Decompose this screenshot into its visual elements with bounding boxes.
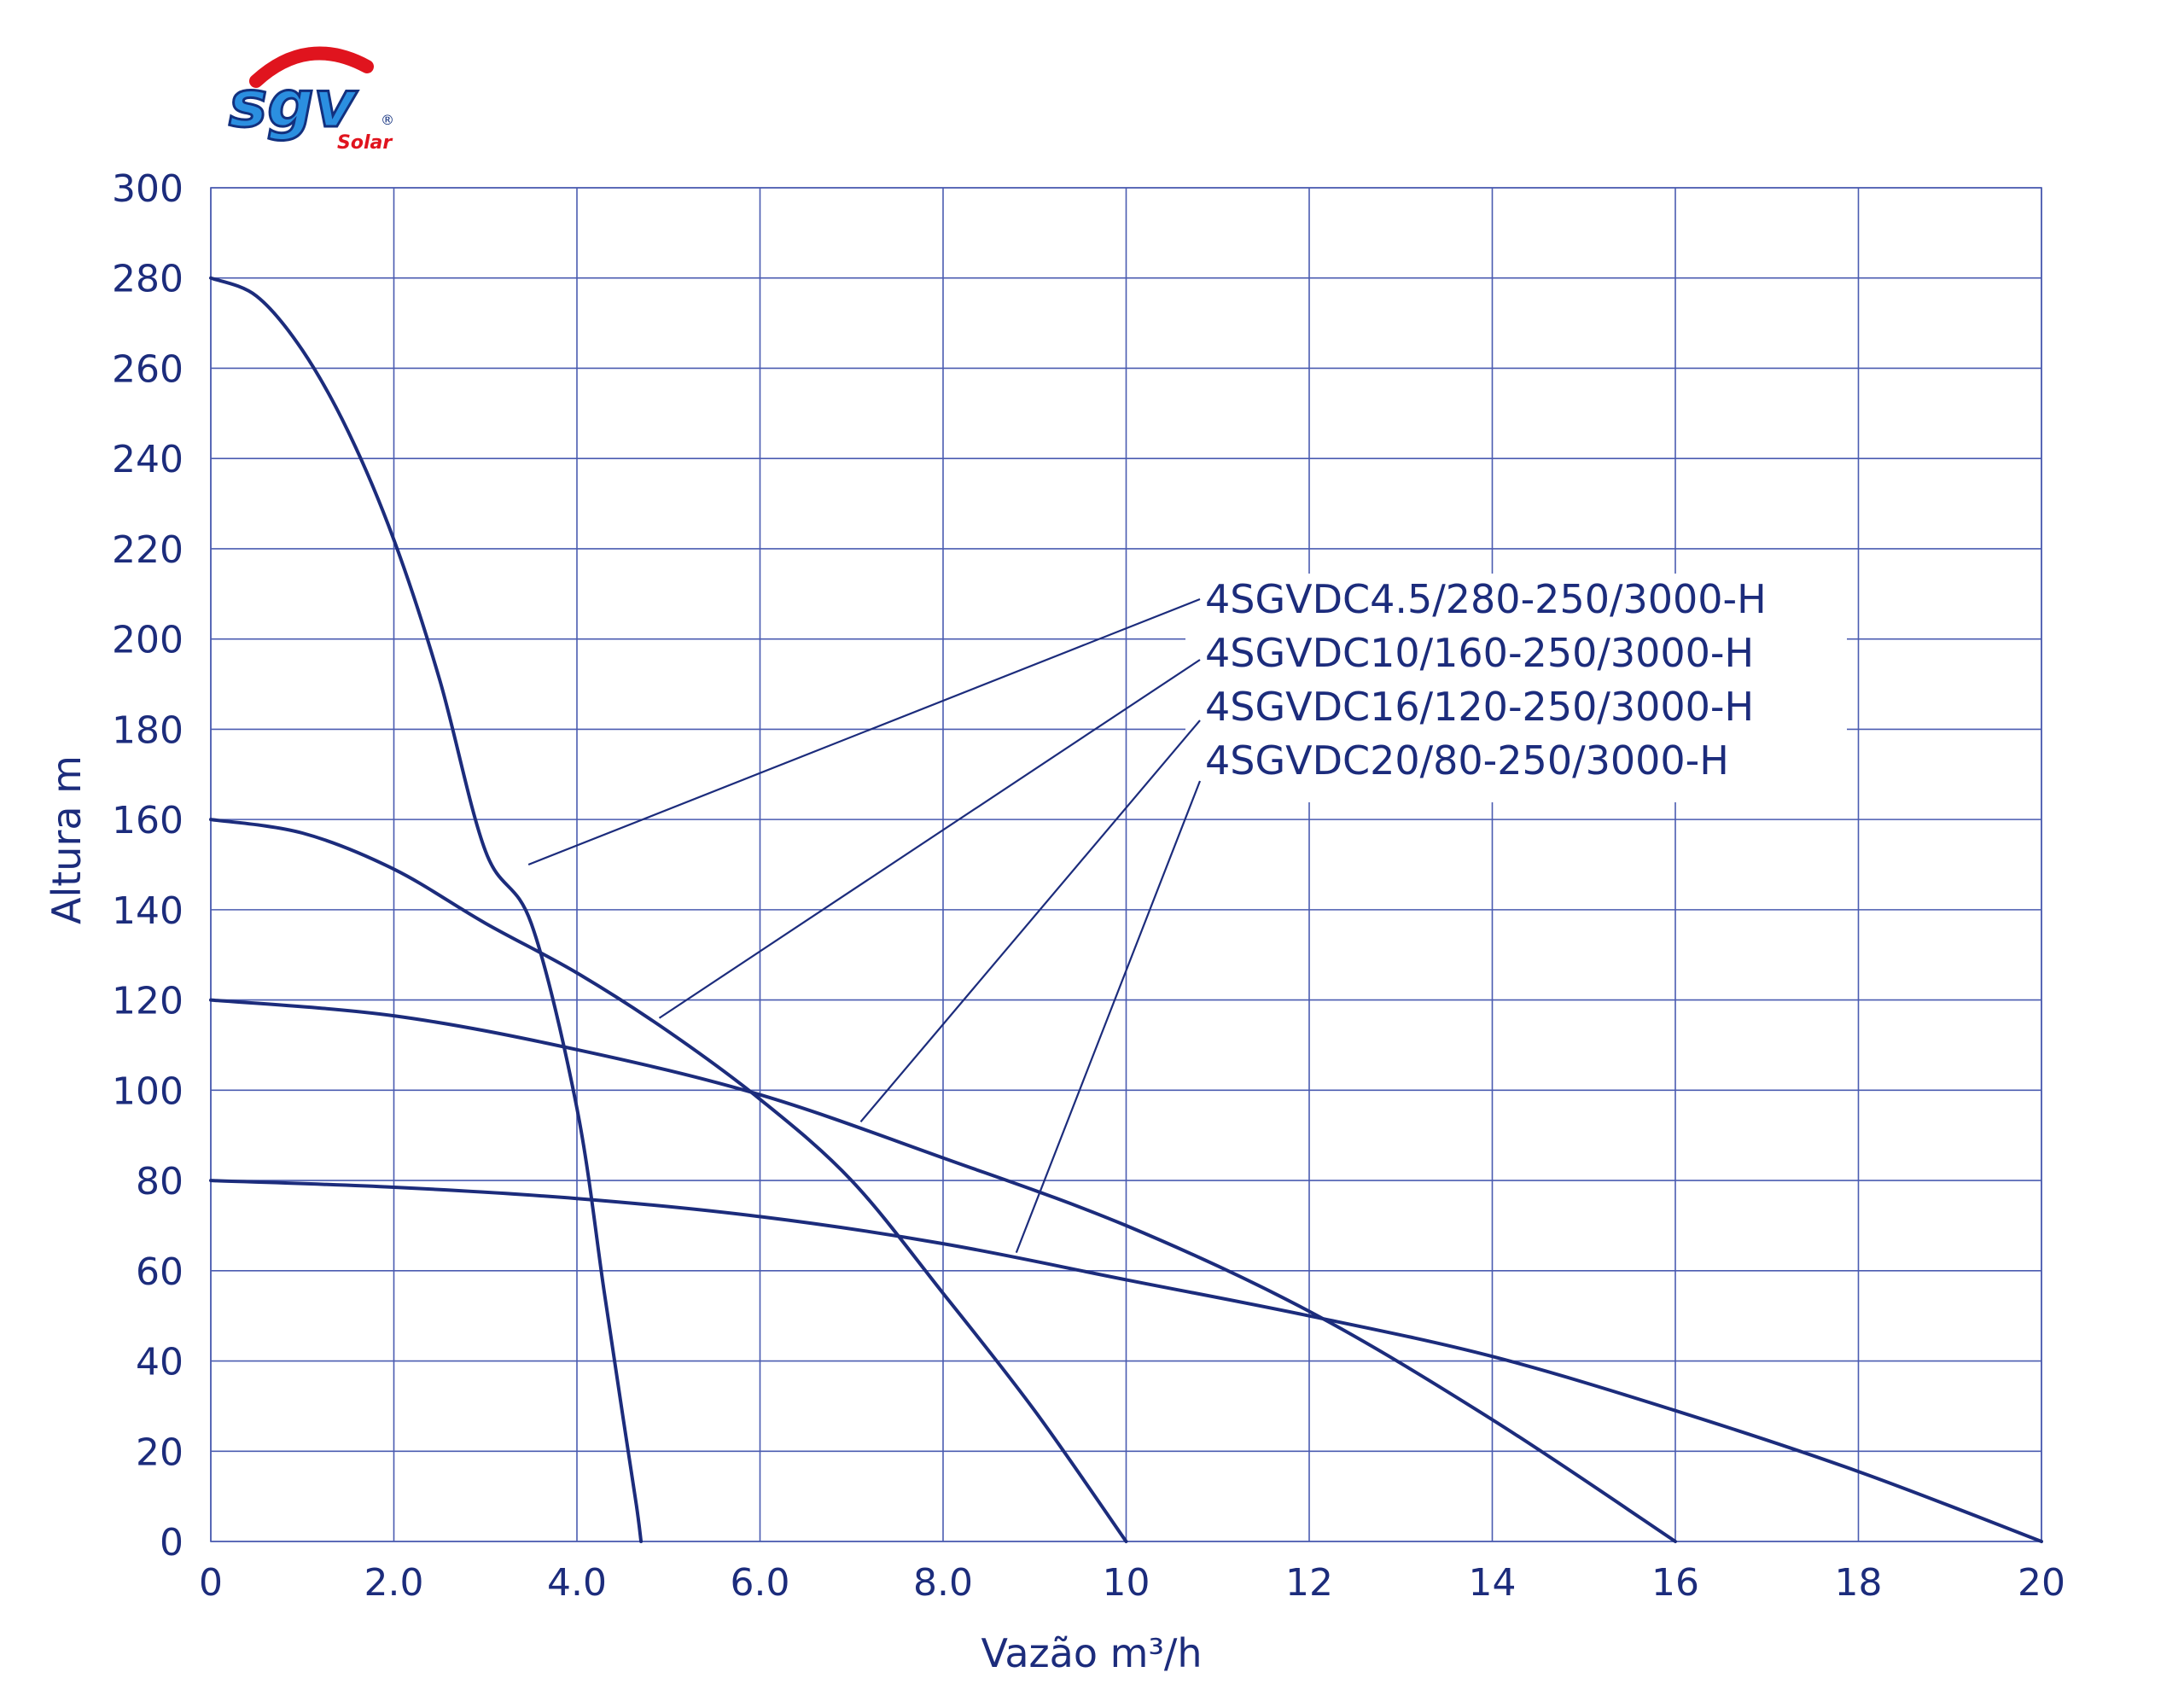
legend-label: 4SGVDC20/80-250/3000-H — [1205, 737, 1729, 784]
series-line-1 — [209, 276, 644, 1543]
x-axis-title: Vazão m³/h — [981, 1630, 1202, 1676]
series-line-4 — [209, 1179, 2043, 1543]
y-tick-label: 140 — [112, 889, 183, 933]
y-axis-title: Altura m — [44, 755, 90, 924]
y-tick-label: 160 — [112, 799, 183, 842]
y-tick-label: 260 — [112, 347, 183, 391]
y-tick-label: 0 — [160, 1521, 183, 1565]
legend-box — [1185, 574, 1847, 802]
x-tick-label: 6.0 — [731, 1561, 790, 1605]
logo-registered-mark: ® — [381, 112, 394, 128]
x-tick-label: 20 — [2018, 1561, 2065, 1605]
y-tick-label: 220 — [112, 528, 183, 572]
sgv-solar-logo: sgv Solar ® — [228, 46, 394, 154]
y-tick-label: 40 — [136, 1341, 183, 1384]
x-tick-label: 12 — [1285, 1561, 1333, 1605]
logo-brand-text: sgv — [229, 66, 358, 142]
y-tick-label: 280 — [112, 258, 183, 301]
y-tick-label: 20 — [136, 1431, 183, 1474]
x-tick-label: 18 — [1835, 1561, 1883, 1605]
x-tick-label: 0 — [199, 1561, 223, 1605]
y-tick-label: 60 — [136, 1250, 183, 1294]
x-tick-label: 16 — [1651, 1561, 1699, 1605]
y-tick-label: 80 — [136, 1160, 183, 1203]
gridlines — [210, 187, 2042, 1542]
y-tick-label: 100 — [112, 1069, 183, 1113]
x-tick-label: 14 — [1469, 1561, 1517, 1605]
series — [209, 276, 2043, 1543]
logo-red-arc — [249, 46, 374, 88]
x-tick-label: 8.0 — [913, 1561, 973, 1605]
series-line-2 — [209, 818, 1128, 1543]
legend-label: 4SGVDC10/160-250/3000-H — [1205, 630, 1754, 676]
legend-label: 4SGVDC16/120-250/3000-H — [1205, 684, 1754, 730]
y-tick-label: 180 — [112, 708, 183, 752]
legend-leader-line — [1015, 780, 1202, 1254]
y-tick-label: 120 — [112, 980, 183, 1023]
legend: 4SGVDC4.5/280-250/3000-H 4SGVDC10/160-250… — [527, 574, 1847, 1254]
legend-leader-line — [859, 720, 1201, 1123]
y-tick-label: 200 — [112, 619, 183, 662]
axes: 0 2.0 4.0 6.0 8.0 10 12 14 16 18 20020406080100120… — [112, 167, 2065, 1605]
y-tick-label: 300 — [112, 167, 183, 211]
logo-sub-text: Solar — [337, 132, 393, 154]
x-tick-label: 10 — [1103, 1561, 1150, 1605]
y-tick-label: 240 — [112, 438, 183, 481]
series-line-3 — [209, 998, 1677, 1543]
legend-label: 4SGVDC4.5/280-250/3000-H — [1205, 576, 1767, 622]
legend-leader-line — [527, 597, 1201, 866]
x-tick-label: 2.0 — [364, 1561, 424, 1605]
x-tick-label: 4.0 — [547, 1561, 607, 1605]
legend-leader-line — [658, 659, 1201, 1019]
